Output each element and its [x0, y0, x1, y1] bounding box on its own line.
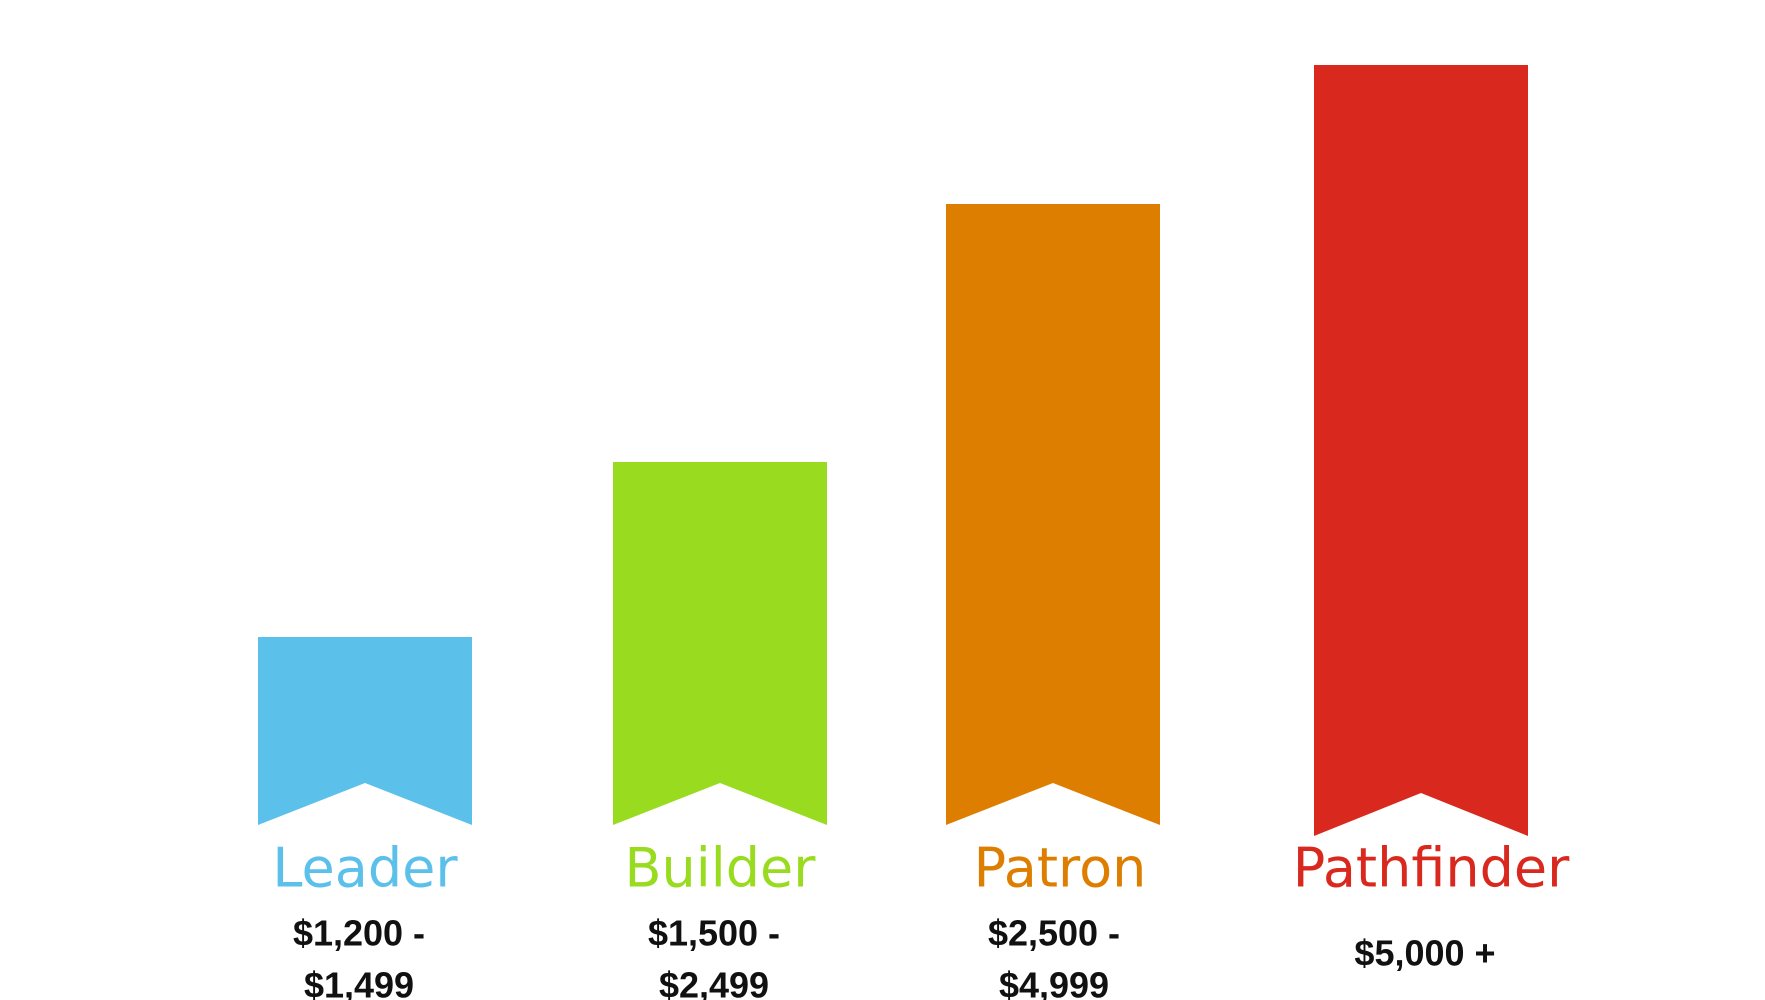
ribbon	[258, 637, 472, 825]
tier-name: Leader	[272, 837, 458, 900]
tier-name: Pathfinder	[1293, 837, 1570, 900]
tier-range: $4,999	[999, 965, 1109, 1000]
tier-range: $2,500 -	[988, 913, 1120, 954]
ribbon	[613, 462, 827, 825]
tier-range: $1,499	[304, 965, 414, 1000]
tier-name: Patron	[974, 837, 1147, 900]
tier-range: $2,499	[659, 965, 769, 1000]
tier-name: Builder	[625, 837, 817, 900]
ribbon	[1314, 65, 1528, 836]
tier-range: $5,000 +	[1354, 933, 1495, 974]
tier-range: $1,200 -	[293, 913, 425, 954]
tier-range: $1,500 -	[648, 913, 780, 954]
ribbon	[946, 204, 1160, 825]
